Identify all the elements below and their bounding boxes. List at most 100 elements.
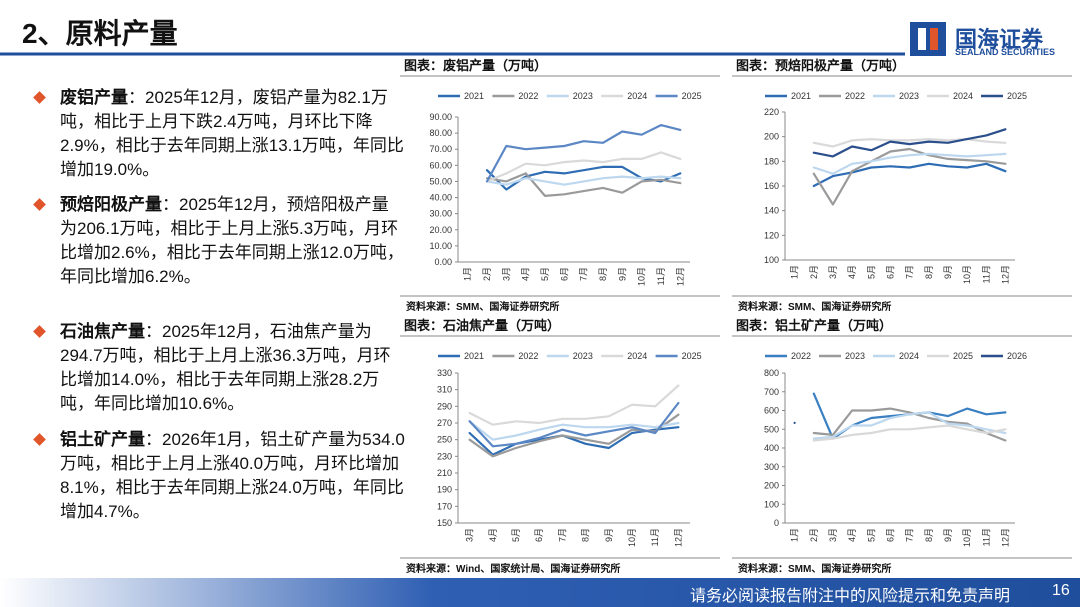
- x-tick-label: 12月: [1000, 265, 1010, 284]
- y-tick-label: 0: [774, 518, 779, 528]
- series-line: [485, 172, 682, 197]
- legend-label: 2021: [464, 91, 484, 101]
- bullet-text: ：2025年12月，预焙阳极产量为206.1万吨，相比于上月上涨5.3万吨，月环…: [60, 195, 404, 286]
- y-tick-label: 700: [764, 387, 779, 397]
- x-tick-label: 6月: [885, 265, 895, 279]
- x-tick-label: 7月: [557, 528, 567, 542]
- x-tick-label: 1月: [790, 528, 800, 542]
- x-tick-label: 11月: [650, 528, 660, 546]
- series-line: [468, 384, 680, 426]
- slide-title: 2、原料产量: [22, 18, 178, 49]
- x-tick-label: 3月: [828, 265, 838, 279]
- x-tick-label: 4月: [488, 528, 498, 542]
- legend-label: 2024: [627, 351, 647, 361]
- x-tick-label: 8月: [924, 265, 934, 279]
- y-tick-label: 290: [437, 401, 452, 411]
- charts: 图表：废铝产量（万吨） 资料来源：SMM、国海证券研究所 0.00 10.00 20.0…: [0, 22, 1072, 575]
- y-tick-label: 200: [764, 481, 779, 491]
- x-tick-label: 10月: [962, 528, 972, 547]
- y-tick-label: 60.00: [429, 160, 452, 170]
- x-tick-label: 2月: [809, 528, 819, 542]
- x-tick-label: 10月: [962, 265, 972, 284]
- x-tick-label: 1月: [790, 265, 800, 279]
- x-tick-label: 3月: [828, 528, 838, 542]
- legend-label: 2024: [627, 91, 647, 101]
- x-tick-label: 10月: [637, 267, 647, 286]
- x-tick-label: 7月: [905, 528, 915, 542]
- x-tick-label: 9月: [943, 528, 953, 542]
- y-tick-label: 300: [764, 462, 779, 472]
- y-tick-label: 170: [437, 501, 452, 511]
- x-tick-label: 2月: [482, 267, 492, 281]
- series-line: [812, 411, 1007, 440]
- y-tick-label: 400: [764, 443, 779, 453]
- legend-label: 2023: [845, 351, 865, 361]
- bullet: 铝土矿产量：2026年1月，铝土矿产量为534.0万吨，相比于上月上涨40.0万…: [30, 428, 405, 524]
- x-tick-label: 9月: [943, 265, 953, 279]
- x-tick-label: 7月: [905, 265, 915, 279]
- series-line: [812, 138, 1007, 148]
- x-tick-label: 4月: [521, 267, 531, 281]
- y-tick-label: 210: [437, 468, 452, 478]
- logo-mark-part: [918, 28, 926, 50]
- y-tick-label: 220: [764, 107, 779, 117]
- page-number: 16: [1052, 582, 1070, 599]
- y-tick-label: 230: [437, 451, 452, 461]
- x-tick-label: 12月: [675, 267, 685, 286]
- x-tick-label: 4月: [847, 528, 857, 542]
- chart-title: 图表：铝土矿产量（万吨）: [736, 318, 892, 333]
- x-tick-label: 6月: [534, 528, 544, 542]
- logo-mark: [910, 22, 946, 56]
- disclaimer: 请务必阅读报告附注中的风险提示和免责声明: [690, 588, 1011, 605]
- series-line: [812, 162, 1007, 188]
- x-tick-label: 11月: [981, 528, 991, 546]
- chart-title: 图表：废铝产量（万吨）: [404, 58, 547, 73]
- x-tick-label: 11月: [656, 267, 666, 285]
- chart-title: 图表：石油焦产量（万吨）: [404, 318, 560, 333]
- bullet-label: 石油焦产量: [60, 322, 145, 341]
- x-tick-label: 11月: [981, 265, 991, 283]
- source-note: 资料来源：SMM、国海证券研究所: [738, 562, 891, 575]
- source-note: 资料来源：SMM、国海证券研究所: [406, 300, 559, 313]
- y-tick-label: 800: [764, 368, 779, 378]
- x-tick-label: 6月: [885, 528, 895, 542]
- logo-mark-part: [930, 28, 938, 50]
- y-tick-label: 310: [437, 385, 452, 395]
- x-tick-label: 9月: [617, 267, 627, 281]
- bullet: 预焙阳极产量：2025年12月，预焙阳极产量为206.1万吨，相比于上月上涨5.…: [30, 193, 405, 289]
- y-tick-label: 100: [764, 255, 779, 265]
- y-tick-label: 250: [437, 435, 452, 445]
- y-tick-label: 100: [764, 499, 779, 509]
- legend-label: 2025: [682, 91, 702, 101]
- legend-label: 2025: [682, 351, 702, 361]
- x-tick-label: 9月: [604, 528, 614, 542]
- legend-label: 2023: [573, 91, 593, 101]
- y-tick-label: 0.00: [434, 257, 452, 267]
- y-tick-label: 190: [437, 485, 452, 495]
- legend-label: 2021: [791, 91, 811, 101]
- y-tick-label: 80.00: [429, 128, 452, 138]
- y-tick-label: 10.00: [429, 241, 452, 251]
- legend-label: 2026: [1007, 351, 1027, 361]
- y-tick-label: 160: [764, 181, 779, 191]
- series-line: [468, 401, 680, 448]
- x-tick-label: 1月: [463, 267, 473, 281]
- y-tick-label: 500: [764, 424, 779, 434]
- legend-label: 2022: [845, 91, 865, 101]
- x-tick-label: 5月: [866, 528, 876, 542]
- x-tick-label: 5月: [866, 265, 876, 279]
- legend-label: 2022: [518, 351, 538, 361]
- bullet-label: 铝土矿产量: [60, 430, 145, 449]
- y-tick-label: 330: [437, 368, 452, 378]
- logo-sub: SEALAND SECURITIES: [955, 47, 1056, 57]
- y-tick-label: 200: [764, 132, 779, 142]
- bullet-label: 废铝产量: [60, 88, 128, 107]
- x-tick-label: 5月: [511, 528, 521, 542]
- x-tick-label: 7月: [579, 267, 589, 281]
- logo-name: 国海证券: [955, 27, 1044, 52]
- legend-label: 2025: [1007, 91, 1027, 101]
- y-tick-label: 120: [764, 230, 779, 240]
- chart-title: 图表：预焙阳极产量（万吨）: [736, 58, 905, 73]
- legend-label: 2024: [953, 91, 973, 101]
